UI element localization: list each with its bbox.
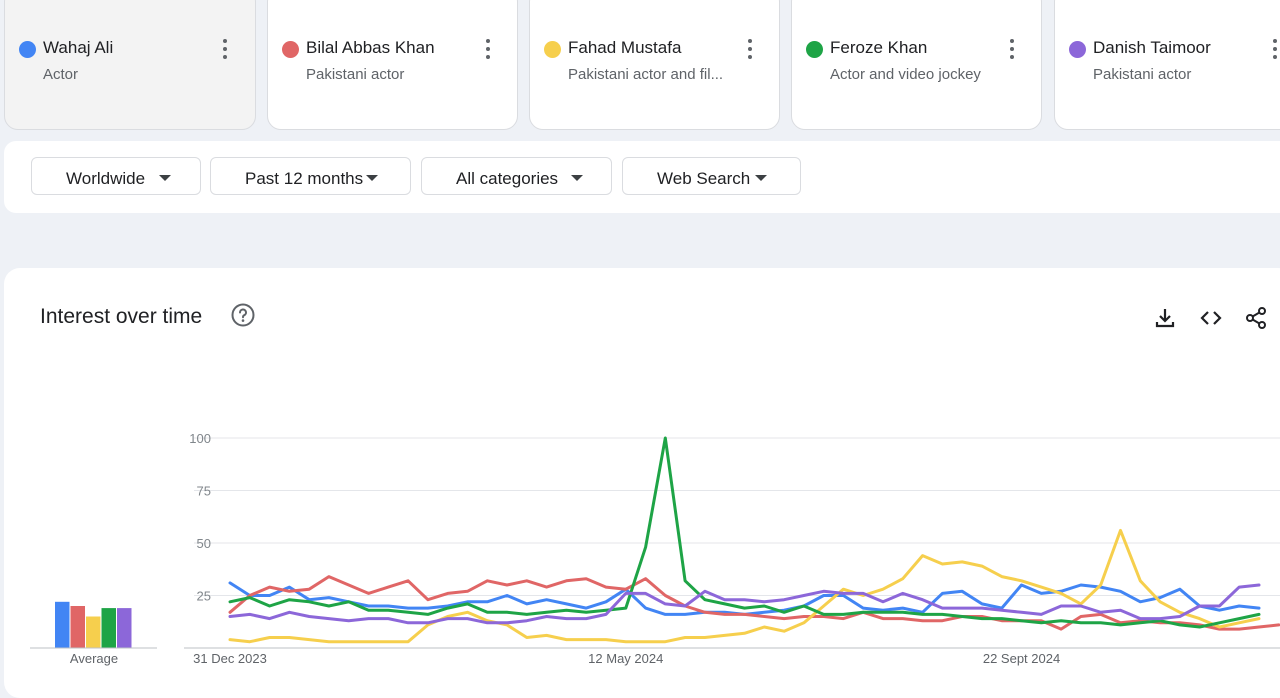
term-color-dot bbox=[1069, 41, 1086, 58]
more-vert-icon[interactable] bbox=[1002, 38, 1022, 60]
term-color-dot bbox=[19, 41, 36, 58]
more-vert-icon[interactable] bbox=[478, 38, 498, 60]
y-tick-label: 100 bbox=[189, 431, 211, 446]
x-tick-label: 31 Dec 2023 bbox=[193, 651, 267, 666]
search-type-filter-label: Web Search bbox=[657, 169, 751, 188]
more-vert-icon[interactable] bbox=[215, 38, 235, 60]
series-line-5 bbox=[228, 583, 1261, 625]
dropdown-arrow-icon bbox=[755, 175, 767, 181]
region-filter-dropdown[interactable]: Worldwide bbox=[31, 157, 201, 195]
interest-over-time-chart: 25 50 75 100 31 Dec 2023 12 May 2024 22 Sept 2… bbox=[30, 431, 1280, 666]
term-name: Feroze Khan bbox=[830, 38, 928, 57]
term-name: Danish Taimoor bbox=[1093, 38, 1211, 57]
term-description: Pakistani actor and fil... bbox=[568, 66, 724, 83]
term-color-dot bbox=[282, 41, 299, 58]
average-bar-4 bbox=[101, 608, 116, 648]
y-tick-label: 50 bbox=[197, 536, 211, 551]
search-type-filter-dropdown[interactable]: Web Search bbox=[622, 157, 801, 195]
x-tick-label: 22 Sept 2024 bbox=[983, 651, 1060, 666]
share-icon[interactable] bbox=[1244, 306, 1268, 330]
more-vert-icon[interactable] bbox=[740, 38, 760, 60]
average-bar-5 bbox=[117, 608, 132, 648]
term-card-2[interactable]: Bilal Abbas Khan Pakistani actor bbox=[267, 0, 518, 130]
dropdown-arrow-icon bbox=[571, 175, 583, 181]
time-filter-label: Past 12 months bbox=[245, 169, 364, 188]
term-description: Pakistani actor bbox=[306, 66, 405, 83]
series-line-2 bbox=[228, 575, 1280, 631]
code-icon[interactable] bbox=[1199, 306, 1223, 330]
category-filter-dropdown[interactable]: All categories bbox=[421, 157, 612, 195]
interest-over-time-card: Interest over time 25 50 75 100 31 Dec 2023 1… bbox=[4, 268, 1280, 698]
x-tick-label: 12 May 2024 bbox=[588, 651, 663, 666]
y-tick-label: 25 bbox=[197, 589, 211, 604]
term-description: Actor and video jockey bbox=[830, 66, 981, 83]
download-icon[interactable] bbox=[1153, 306, 1177, 330]
dropdown-arrow-icon bbox=[159, 175, 171, 181]
y-tick-label: 75 bbox=[197, 484, 211, 499]
average-bar-2 bbox=[70, 606, 85, 648]
term-card-4[interactable]: Feroze Khan Actor and video jockey bbox=[791, 0, 1042, 130]
term-description: Pakistani actor bbox=[1093, 66, 1192, 83]
filter-bar: Worldwide Past 12 months All categories … bbox=[4, 141, 1280, 213]
series-line-3 bbox=[228, 528, 1261, 644]
time-filter-dropdown[interactable]: Past 12 months bbox=[210, 157, 411, 195]
more-vert-icon[interactable] bbox=[1265, 38, 1280, 60]
term-name: Fahad Mustafa bbox=[568, 38, 682, 57]
chart-title: Interest over time bbox=[40, 305, 203, 328]
term-name: Wahaj Ali bbox=[43, 38, 114, 57]
term-description: Actor bbox=[43, 66, 79, 83]
help-circle-icon[interactable] bbox=[231, 303, 255, 327]
term-card-5[interactable]: Danish Taimoor Pakistani actor bbox=[1054, 0, 1280, 130]
average-label: Average bbox=[70, 651, 118, 666]
dropdown-arrow-icon bbox=[366, 175, 378, 181]
term-name: Bilal Abbas Khan bbox=[306, 38, 435, 57]
average-bar-1 bbox=[55, 601, 70, 648]
term-card-1[interactable]: Wahaj Ali Actor bbox=[4, 0, 256, 130]
term-color-dot bbox=[806, 41, 823, 58]
series-line-4 bbox=[228, 436, 1261, 629]
region-filter-label: Worldwide bbox=[66, 169, 146, 188]
term-card-3[interactable]: Fahad Mustafa Pakistani actor and fil... bbox=[529, 0, 780, 130]
average-bar-3 bbox=[86, 616, 101, 648]
category-filter-label: All categories bbox=[456, 169, 559, 188]
compare-terms-bar: Wahaj Ali Actor Bilal Abbas Khan Pakista… bbox=[0, 0, 1280, 130]
term-color-dot bbox=[544, 41, 561, 58]
